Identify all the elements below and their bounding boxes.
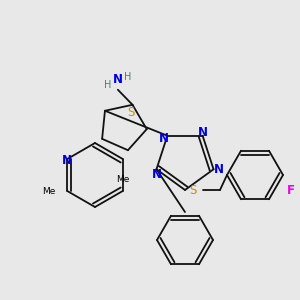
Text: N: N bbox=[159, 132, 170, 145]
Text: F: F bbox=[287, 184, 295, 196]
Text: S: S bbox=[189, 184, 197, 196]
Text: N: N bbox=[62, 154, 72, 167]
Text: Me: Me bbox=[116, 175, 129, 184]
Text: H: H bbox=[104, 80, 112, 90]
Text: Me: Me bbox=[43, 187, 56, 196]
Text: S: S bbox=[127, 106, 134, 119]
Text: N: N bbox=[152, 168, 161, 181]
Text: H: H bbox=[124, 72, 131, 82]
Text: N: N bbox=[198, 126, 208, 139]
Text: N: N bbox=[113, 73, 123, 86]
Text: N: N bbox=[214, 163, 224, 176]
